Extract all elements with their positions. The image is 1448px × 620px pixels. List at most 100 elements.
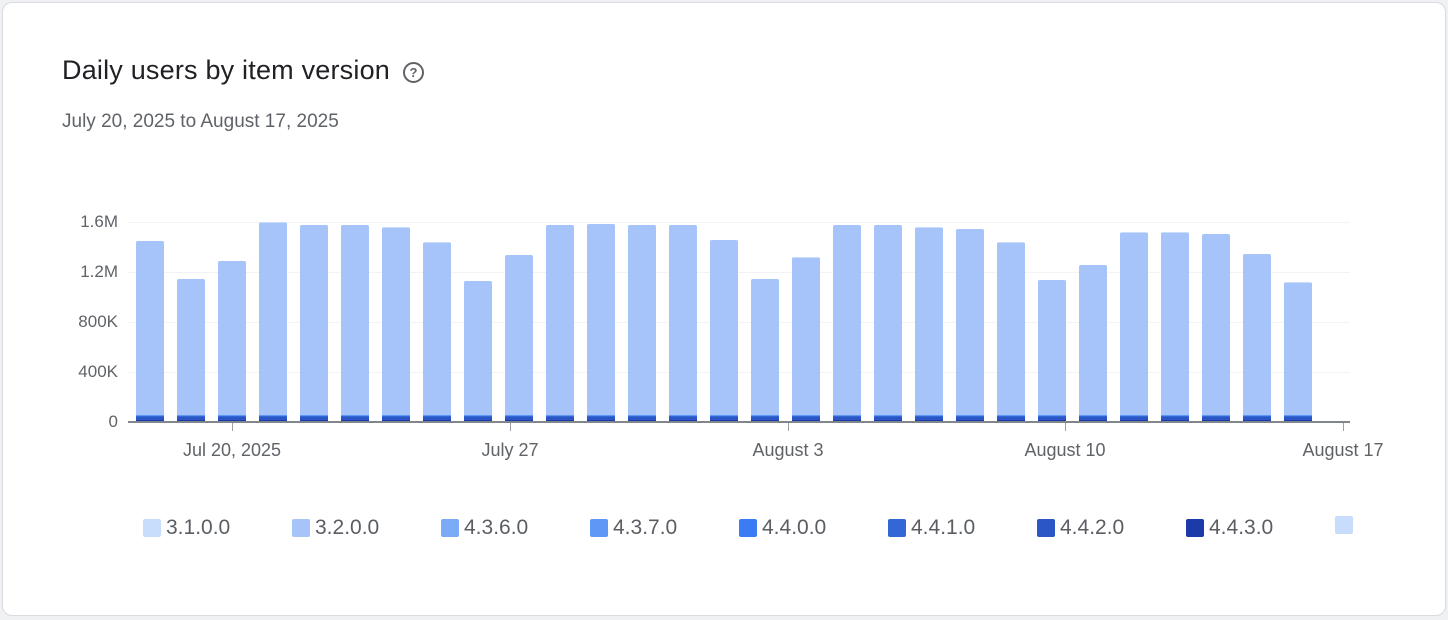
legend-label: 4.3.7.0 [613, 516, 677, 540]
bar[interactable] [218, 261, 246, 421]
legend-swatch [143, 519, 161, 537]
legend-swatch [739, 519, 757, 537]
legend-item: 3.2.0.0 [292, 516, 379, 540]
bar-segment [587, 420, 615, 421]
y-axis-label: 800K [31, 312, 118, 332]
bar[interactable] [464, 281, 492, 421]
bar-segment [341, 420, 369, 421]
x-axis-tick [510, 423, 511, 431]
x-axis-tick [788, 423, 789, 431]
bar[interactable] [177, 279, 205, 422]
bar-segment [1079, 265, 1107, 415]
bar-segment [915, 420, 943, 421]
bar-segment [300, 420, 328, 421]
bar-segment [300, 225, 328, 415]
bar-segment [136, 241, 164, 415]
bar[interactable] [628, 225, 656, 421]
bar-segment [505, 255, 533, 415]
bar[interactable] [300, 225, 328, 421]
bar[interactable] [710, 240, 738, 421]
x-axis-label: August 3 [688, 440, 888, 461]
bar[interactable] [997, 242, 1025, 421]
x-axis-line [128, 421, 1350, 423]
bar-segment [1284, 283, 1312, 416]
bar-segment [751, 279, 779, 415]
bar[interactable] [1161, 232, 1189, 421]
legend-label: 4.3.6.0 [464, 516, 528, 540]
legend-label: 4.4.3.0 [1209, 516, 1273, 540]
bar-segment [874, 420, 902, 421]
bar-segment [423, 243, 451, 416]
bar[interactable] [1284, 282, 1312, 421]
bar-segment [1038, 280, 1066, 415]
bar[interactable] [1038, 280, 1066, 421]
bar[interactable] [587, 224, 615, 422]
bar[interactable] [341, 225, 369, 421]
bar-segment [1202, 420, 1230, 421]
bar[interactable] [546, 225, 574, 421]
bar-segment [259, 420, 287, 421]
bar[interactable] [669, 225, 697, 421]
bar-segment [382, 228, 410, 416]
bar-segment [874, 225, 902, 415]
bar[interactable] [259, 222, 287, 421]
legend: 3.1.0.0 3.2.0.0 4.3.6.0 4.3.7.0 4.4.0.0 4.4.1… [3, 516, 1446, 546]
bar-segment [218, 420, 246, 421]
bar-segment [1079, 420, 1107, 421]
bar[interactable] [423, 242, 451, 421]
y-axis-label: 1.2M [31, 262, 118, 282]
bar-segment [669, 420, 697, 421]
bar[interactable] [915, 227, 943, 421]
bar-segment [956, 420, 984, 421]
bar-segment [382, 420, 410, 421]
legend-item: 4.4.0.0 [739, 516, 826, 540]
y-axis-label: 0 [31, 412, 118, 432]
legend-label: 4.4.1.0 [911, 516, 975, 540]
legend-label: 3.1.0.0 [166, 516, 230, 540]
bar[interactable] [792, 257, 820, 421]
bar-segment [751, 420, 779, 421]
bar[interactable] [382, 227, 410, 421]
bar[interactable] [874, 225, 902, 421]
bar[interactable] [136, 241, 164, 421]
legend-item: 4.4.1.0 [888, 516, 975, 540]
bar-segment [177, 420, 205, 421]
bar-segment [833, 420, 861, 421]
bar[interactable] [1079, 265, 1107, 421]
bar-segment [1120, 420, 1148, 421]
x-axis-tick [1065, 423, 1066, 431]
x-axis-label: July 27 [410, 440, 610, 461]
bar-segment [546, 420, 574, 421]
bar-segment [136, 420, 164, 421]
bar-segment [1202, 234, 1230, 415]
bar-segment [792, 258, 820, 416]
bar-segment [669, 225, 697, 415]
bar-segment [464, 281, 492, 415]
legend-item [1335, 516, 1358, 534]
bar[interactable] [956, 229, 984, 422]
legend-swatch [590, 519, 608, 537]
bar[interactable] [1243, 254, 1271, 422]
bar-segment [1161, 420, 1189, 421]
legend-item: 4.3.7.0 [590, 516, 677, 540]
bar[interactable] [833, 225, 861, 421]
legend-swatch [1186, 519, 1204, 537]
bar-segment [259, 223, 287, 416]
gridline [128, 222, 1350, 223]
legend-swatch [888, 519, 906, 537]
x-axis-label: August 17 [1243, 440, 1443, 461]
bar-segment [1284, 420, 1312, 421]
bar[interactable] [1202, 234, 1230, 422]
bar[interactable] [1120, 232, 1148, 421]
bar[interactable] [505, 255, 533, 421]
y-axis-label: 1.6M [31, 212, 118, 232]
legend-item: 4.4.3.0 [1186, 516, 1273, 540]
x-axis-label: Jul 20, 2025 [132, 440, 332, 461]
y-axis-label: 400K [31, 362, 118, 382]
bar-segment [997, 243, 1025, 416]
bar-segment [341, 225, 369, 415]
legend-swatch [1335, 516, 1353, 534]
bar-segment [915, 228, 943, 416]
legend-label: 4.4.2.0 [1060, 516, 1124, 540]
bar[interactable] [751, 279, 779, 422]
